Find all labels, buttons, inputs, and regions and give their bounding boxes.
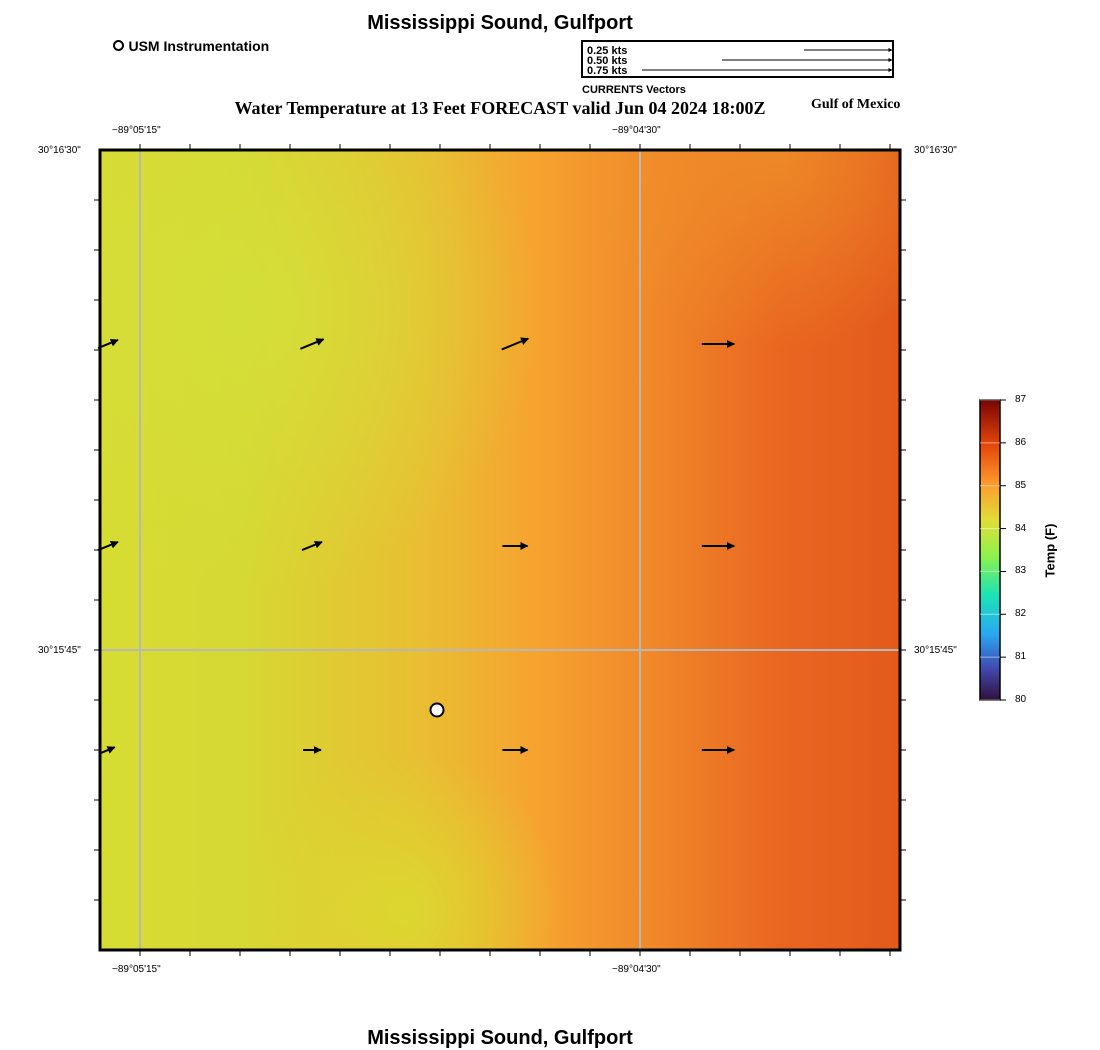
legend-entry-1: 0.25 kts — [587, 45, 628, 57]
map-frame — [98, 148, 902, 952]
colorbar-title: Temp (F) — [1042, 523, 1058, 578]
region-label: Gulf of Mexico — [811, 97, 901, 112]
current-vector-arrow — [100, 746, 116, 754]
map-title: Water Temperature at 13 Feet FORECAST va… — [234, 98, 766, 118]
warm-region-top-right — [100, 150, 900, 950]
lon-label-bottom-1: −89°05'15" — [112, 964, 161, 975]
lat-label-right-2: 30°15'45" — [914, 645, 957, 656]
lat-label-left-1: 30°16'30" — [38, 145, 81, 156]
colorbar-tick-label: 86 — [1015, 436, 1027, 448]
current-vectors — [97, 337, 736, 754]
colorbar-tick-label: 83 — [1015, 565, 1027, 577]
current-vector-arrow — [300, 338, 325, 350]
lat-label-right-1: 30°16'30" — [914, 145, 957, 156]
top-title: Mississippi Sound, Gulfport — [367, 12, 633, 34]
colorbar-tick-label: 80 — [1015, 694, 1027, 705]
usm-legend-label: USM Instrumentation — [128, 37, 270, 54]
colorbar — [979, 399, 1001, 701]
colorbar-ticks — [980, 399, 1006, 701]
colorbar-tick-label: 82 — [1015, 608, 1027, 620]
colorbar-tick-label: 84 — [1015, 522, 1027, 534]
usm-legend: USM Instrumentation — [113, 37, 270, 54]
colorbar-tick-label: 81 — [1015, 651, 1027, 663]
vector-legend: 0.25 kts 0.50 kts 0.75 kts — [581, 40, 894, 78]
legend-entry-3: 0.75 kts — [587, 65, 628, 77]
colorbar-tick-label: 87 — [1015, 394, 1027, 405]
legend-entry-2: 0.50 kts — [587, 55, 628, 67]
lon-label-top-1: −89°05'15" — [112, 125, 161, 136]
current-vector-arrow — [301, 540, 323, 552]
usm-station-icon — [113, 40, 124, 52]
lon-label-top-2: −89°04'30" — [612, 125, 661, 136]
lat-label-left-2: 30°15'45" — [38, 645, 81, 656]
bottom-title: Mississippi Sound, Gulfport — [367, 1027, 633, 1049]
lon-label-bottom-2: −89°04'30" — [612, 964, 661, 975]
colorbar-tick-label: 85 — [1015, 479, 1027, 491]
usm-station-marker[interactable] — [429, 702, 445, 718]
vector-legend-caption: CURRENTS Vectors — [582, 84, 686, 96]
current-vector-arrow — [501, 337, 530, 351]
